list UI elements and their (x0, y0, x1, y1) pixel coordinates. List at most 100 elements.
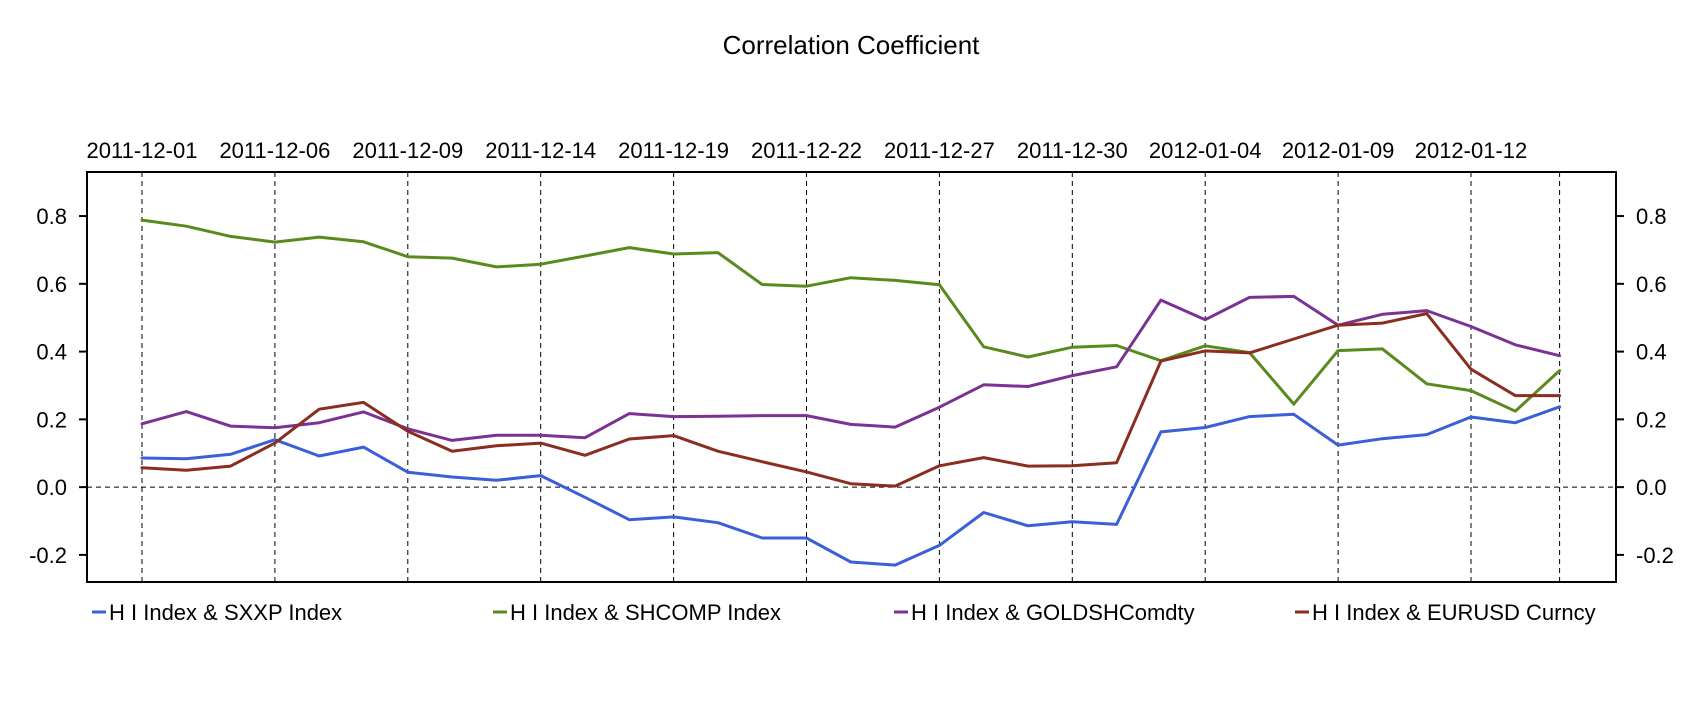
data-point (938, 544, 941, 547)
data-point (672, 252, 675, 256)
series-line-1 (140, 405, 1562, 567)
data-point (495, 434, 498, 437)
data-point (672, 415, 675, 418)
data-point (185, 410, 188, 413)
plot-frame (86, 171, 1617, 583)
data-point (1026, 355, 1030, 359)
data-point (1514, 421, 1517, 424)
data-point (849, 423, 852, 426)
data-point (1558, 354, 1561, 357)
legend-label: H I Index & EURUSD Curncy (1312, 600, 1596, 625)
data-point (716, 415, 720, 418)
y-tick-label-right: 0.2 (1636, 407, 1667, 432)
data-point (1026, 464, 1030, 468)
series-layer (140, 218, 1562, 567)
data-point (1425, 312, 1428, 315)
data-point (495, 265, 498, 269)
data-point (185, 469, 188, 472)
y-tick-label-right: -0.2 (1636, 543, 1674, 568)
data-point (1558, 405, 1561, 408)
y-tick-label-left: 0.0 (36, 475, 67, 500)
data-point (1115, 523, 1118, 526)
data-point (406, 471, 409, 474)
data-point (450, 256, 454, 260)
data-point (362, 445, 365, 449)
data-point (1292, 402, 1296, 406)
y-tick-label-right: 0.0 (1636, 475, 1667, 500)
data-point (716, 450, 720, 453)
data-point (849, 276, 852, 279)
x-tick-label: 2011-12-30 (1017, 138, 1128, 163)
data-point (229, 453, 232, 456)
grid-layer (87, 172, 1616, 582)
data-point (450, 450, 454, 453)
data-point (229, 235, 232, 238)
data-point (406, 255, 409, 258)
data-point (185, 457, 188, 460)
data-point (1514, 394, 1517, 397)
data-point (1204, 426, 1207, 429)
data-point (273, 441, 277, 445)
chart-title: Correlation Coefficient (723, 30, 981, 60)
data-point (1558, 394, 1561, 397)
data-point (672, 434, 675, 437)
data-point (1425, 382, 1428, 385)
data-point (229, 424, 232, 428)
data-point (805, 536, 808, 540)
data-point (893, 484, 897, 488)
x-tick-label: 2011-12-01 (87, 138, 198, 163)
data-point (716, 521, 720, 524)
data-point (628, 246, 631, 249)
legend-label: H I Index & GOLDSHComdty (911, 600, 1195, 625)
data-point (1381, 437, 1384, 440)
data-point (1292, 295, 1296, 298)
data-point (1558, 369, 1561, 372)
data-point (1115, 365, 1118, 368)
y-tick-label-left: 0.2 (36, 407, 67, 432)
data-point (318, 408, 321, 411)
data-point (893, 425, 897, 429)
data-point (1469, 389, 1473, 392)
y-tick-label-left: -0.2 (29, 543, 67, 568)
legend-label: H I Index & SHCOMP Index (510, 600, 781, 625)
data-point (583, 496, 587, 499)
data-point (982, 345, 985, 348)
data-point (362, 240, 365, 243)
data-point (1292, 337, 1296, 341)
data-point (1159, 359, 1163, 363)
data-point (318, 421, 321, 424)
data-point (406, 430, 409, 433)
data-point (672, 515, 675, 519)
data-point (628, 412, 631, 415)
x-tick-label: 2011-12-09 (352, 138, 463, 163)
x-tick-label: 2011-12-22 (751, 138, 862, 163)
data-point (583, 254, 587, 258)
data-point (539, 441, 542, 445)
data-point (495, 444, 498, 447)
data-point (539, 263, 542, 266)
data-point (805, 414, 808, 417)
data-point (1425, 309, 1428, 312)
data-point (1425, 433, 1428, 436)
y-tick-label-right: 0.6 (1636, 272, 1667, 297)
data-point (1204, 344, 1207, 347)
x-tick-label: 2012-01-04 (1149, 138, 1262, 163)
y-tick-label-left: 0.4 (36, 340, 67, 365)
data-point (1381, 347, 1384, 351)
data-point (140, 422, 144, 425)
y-axis-ticks: -0.2 -0.2 0.0 0.0 0.2 0.2 0.4 0.4 0.6 0.6 0.8 0.8 (29, 204, 1674, 568)
data-point (450, 439, 454, 442)
data-point (1159, 430, 1163, 434)
data-point (849, 482, 852, 485)
data-point (1204, 318, 1207, 321)
data-point (1248, 296, 1251, 299)
data-point (1292, 413, 1296, 416)
data-point (1336, 443, 1340, 447)
data-point (761, 536, 764, 540)
data-point (893, 563, 897, 567)
data-point (982, 383, 985, 386)
data-point (805, 285, 808, 288)
data-point (1248, 415, 1251, 418)
data-point (1336, 324, 1340, 327)
data-point (938, 283, 941, 286)
